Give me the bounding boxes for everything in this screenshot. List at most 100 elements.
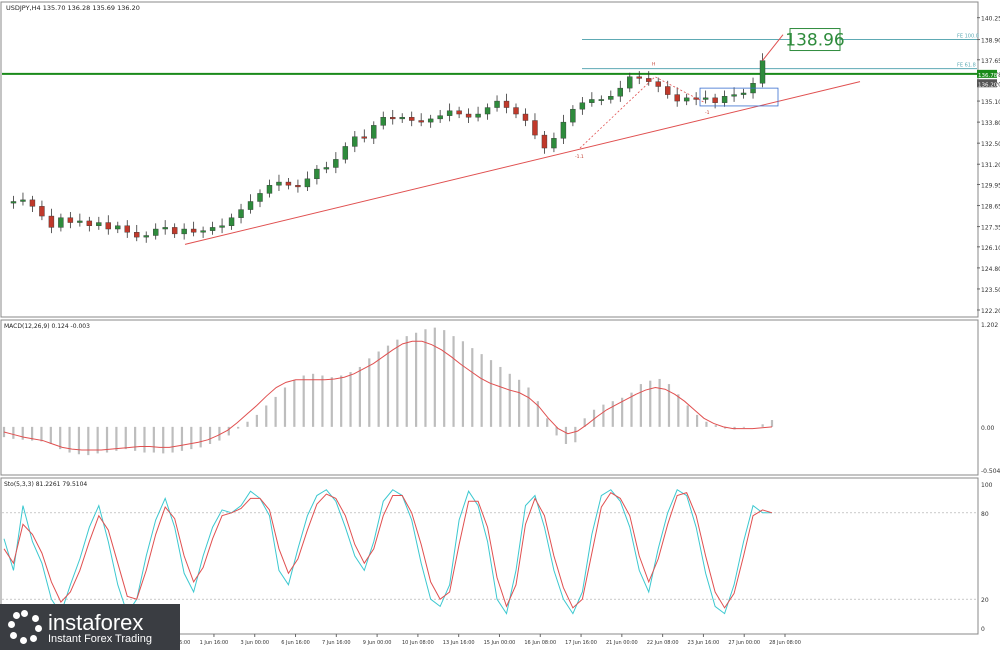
- time-tick-label: 23 Jun 16:00: [688, 640, 720, 646]
- target-price-label: 138.96: [785, 31, 844, 51]
- candle-body: [627, 76, 633, 89]
- candle-body: [153, 228, 159, 236]
- candle-body: [342, 146, 349, 160]
- candle-body: [712, 97, 718, 103]
- time-tick-label: 9 Jun 00:00: [363, 640, 392, 646]
- candle-body: [589, 99, 595, 103]
- price-title: USDJPY,H4 135.70 136.28 135.69 136.20: [6, 4, 140, 12]
- time-tick-label: 6 Jun 16:00: [281, 640, 310, 646]
- time-tick-label: 13 Jun 16:00: [443, 640, 475, 646]
- candle-body: [115, 225, 121, 230]
- logo-mark-icon: [8, 610, 42, 644]
- price-tick-label: 123.50: [981, 287, 1000, 294]
- stoch-tick-label: 100: [981, 482, 993, 489]
- candle-body: [323, 167, 330, 170]
- candle-body: [105, 222, 111, 230]
- candle-body: [143, 235, 149, 238]
- projection-line: [762, 34, 784, 61]
- fibo-anchor-lines: [579, 76, 706, 149]
- candle-body: [171, 227, 178, 235]
- price-tick-label: 126.10: [981, 245, 1000, 252]
- macd-signal-line: [3, 340, 773, 451]
- time-tick-label: 21 Jun 00:00: [606, 640, 638, 646]
- time-tick-label: 10 Jun 08:00: [402, 640, 434, 646]
- candle-body: [361, 136, 367, 139]
- candle-body: [295, 185, 301, 188]
- macd-title: MACD(12,26,9) 0.124 -0.003: [4, 323, 90, 330]
- candle-body: [181, 228, 187, 235]
- price-tick-label: 138.90: [981, 38, 1000, 45]
- candle-body: [228, 217, 235, 226]
- candle-body: [560, 121, 567, 139]
- candle-body: [266, 185, 273, 194]
- candle-body: [456, 110, 462, 115]
- candle-body: [570, 108, 576, 123]
- stoch-tick-label: 20: [981, 597, 989, 604]
- price-tick-label: 129.95: [981, 182, 1000, 189]
- price-tick-label: 135.10: [981, 99, 1000, 106]
- resistance-price-tag: [977, 69, 997, 78]
- candle-body: [646, 78, 652, 82]
- time-tick-label: 15 Jun 00:00: [484, 640, 516, 646]
- candle-body: [437, 115, 443, 120]
- candle-body: [162, 227, 168, 230]
- candle-body: [702, 97, 709, 100]
- candle-body: [655, 81, 661, 87]
- time-tick-label: 16 Jun 08:00: [524, 640, 556, 646]
- candle-body: [190, 228, 197, 233]
- candle-body: [314, 168, 320, 180]
- candle-body: [636, 76, 642, 79]
- candle-body: [731, 94, 737, 97]
- candle-body: [503, 100, 510, 108]
- price-tick-label: 122.20: [981, 308, 1000, 315]
- brand-name: instaforex: [48, 610, 144, 635]
- fibo-level-label: FE 100.0: [957, 34, 979, 40]
- price-tick-label: 133.80: [981, 120, 1000, 127]
- current-price-label: 136.20: [978, 82, 998, 88]
- candle-body: [683, 97, 690, 102]
- stoch-tick-label: 80: [981, 511, 989, 518]
- candle-body: [209, 227, 216, 231]
- time-tick-label: 22 Jun 08:00: [647, 640, 679, 646]
- candle-body: [29, 199, 36, 207]
- brand-logo: instaforex Instant Forex Trading: [0, 604, 180, 650]
- panel-frame-1: [0, 319, 979, 476]
- candle-body: [541, 134, 548, 149]
- candle-body: [579, 102, 586, 110]
- candle-body: [333, 159, 339, 168]
- fibo-point-label: H: [652, 61, 655, 67]
- candle-body: [475, 113, 481, 118]
- fibo-point-label: -1.1: [575, 154, 584, 160]
- time-tick-label: 1 Jun 16:00: [200, 640, 229, 646]
- candle-body: [674, 94, 680, 102]
- candle-body: [96, 222, 102, 226]
- macd-tick-label: 1.202: [981, 322, 998, 329]
- target-label-box: [789, 28, 841, 52]
- candle-body: [124, 225, 130, 233]
- macd-tick-label: -0.504: [981, 468, 1000, 475]
- candle-body: [380, 117, 386, 126]
- candle-body: [608, 96, 614, 100]
- price-tick-label: 140.25: [981, 16, 1000, 23]
- candle-body: [134, 232, 140, 238]
- candle-body: [247, 201, 254, 210]
- candle-body: [551, 138, 557, 149]
- candle-body: [522, 113, 529, 121]
- candle-body: [427, 118, 434, 123]
- candle-body: [285, 181, 292, 186]
- candle-body: [58, 217, 64, 228]
- price-tick-label: 124.80: [981, 266, 1000, 273]
- candle-body: [10, 201, 17, 204]
- time-tick-label: 27 Jun 00:00: [728, 640, 760, 646]
- candle-body: [352, 136, 358, 147]
- time-tick-label: 17 Jun 16:00: [565, 640, 597, 646]
- candle-body: [740, 92, 747, 95]
- brand-tagline: Instant Forex Trading: [48, 633, 152, 645]
- candle-body: [39, 206, 45, 217]
- resistance-price-label: 136.78: [978, 73, 998, 79]
- candle-body: [513, 107, 519, 115]
- candle-body: [238, 209, 244, 218]
- candle-body: [598, 99, 605, 101]
- candle-body: [532, 120, 538, 136]
